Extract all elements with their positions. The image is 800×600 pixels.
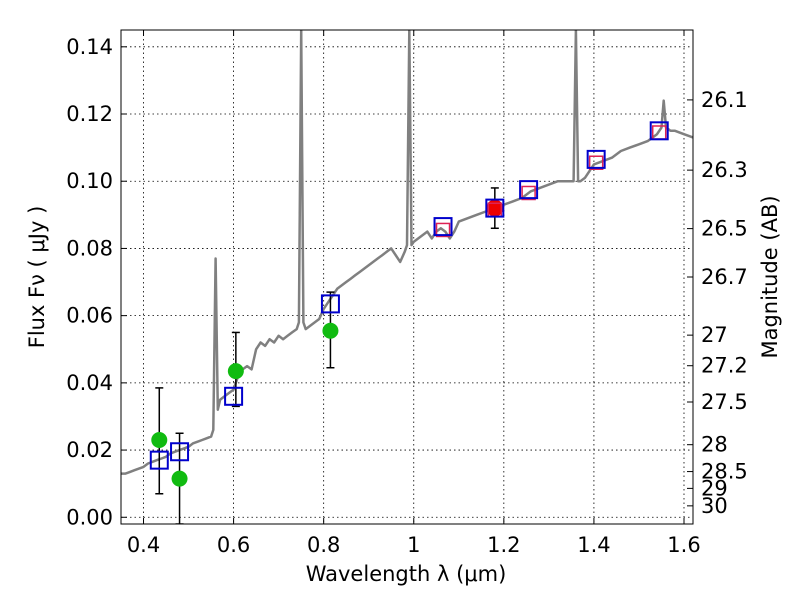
y-tick-label: 0.14 bbox=[66, 35, 113, 59]
green-point bbox=[151, 431, 168, 448]
right-tick-label: 27.2 bbox=[701, 354, 748, 378]
blue-square bbox=[170, 442, 190, 462]
pink-square bbox=[588, 155, 604, 170]
blue-square bbox=[433, 217, 453, 237]
blue-square bbox=[224, 386, 244, 406]
pink-square bbox=[521, 185, 536, 201]
y-tick-label: 0.04 bbox=[66, 371, 113, 395]
x-tick-label: 1.4 bbox=[577, 533, 610, 557]
right-axis-label: Magnitude (AB) bbox=[758, 195, 782, 358]
x-axis-label: Wavelength λ (μm) bbox=[306, 562, 507, 586]
right-tick-label: 28.5 bbox=[701, 460, 748, 484]
y-tick-label: 0.02 bbox=[66, 438, 113, 462]
blue-square bbox=[149, 450, 169, 470]
blue-square bbox=[519, 180, 539, 200]
right-tick-label: 26.5 bbox=[701, 217, 748, 241]
x-tick-label: 0.4 bbox=[127, 533, 160, 557]
ticks bbox=[121, 30, 693, 524]
right-tick-label: 26.3 bbox=[701, 158, 748, 182]
model-spectrum-layer bbox=[121, 30, 693, 475]
right-tick-label: 27.5 bbox=[701, 390, 748, 414]
x-tick-label: 0.6 bbox=[217, 533, 250, 557]
green-point bbox=[171, 470, 188, 487]
right-tick-label: 26.7 bbox=[701, 265, 748, 289]
y-tick-label: 0.12 bbox=[66, 102, 113, 126]
x-tick-label: 0.8 bbox=[307, 533, 340, 557]
right-tick-label: 28 bbox=[701, 433, 728, 457]
x-tick-label: 1.6 bbox=[667, 533, 700, 557]
y-axis-label: Flux Fν ( μJy ) bbox=[25, 206, 49, 349]
green-point bbox=[322, 322, 339, 339]
y-tick-label: 0.10 bbox=[66, 169, 113, 193]
tick-labels: 0.4 0.6 0.8 1 1.2 1.4 1.6 0.00 0.02 0.04 0.06 0.08 0… bbox=[66, 35, 748, 557]
green-point bbox=[227, 363, 244, 380]
markers-layer bbox=[149, 121, 669, 487]
blue-square bbox=[586, 149, 606, 169]
blue-square bbox=[485, 198, 505, 218]
x-tick-label: 1 bbox=[407, 533, 420, 557]
y-tick-label: 0.06 bbox=[66, 304, 113, 328]
blue-square bbox=[649, 121, 669, 141]
right-tick-label: 30 bbox=[701, 494, 728, 518]
plot-area bbox=[121, 30, 693, 524]
blue-square bbox=[320, 294, 340, 314]
y-tick-label: 0.00 bbox=[66, 505, 113, 529]
right-tick-label: 29 bbox=[701, 476, 728, 500]
right-tick-label: 27 bbox=[701, 323, 728, 347]
x-tick-label: 1.2 bbox=[487, 533, 520, 557]
pink-square bbox=[435, 222, 451, 238]
model-spectrum-line bbox=[121, 30, 693, 475]
right-tick-label: 26.1 bbox=[701, 88, 748, 112]
y-tick-label: 0.08 bbox=[66, 236, 113, 260]
